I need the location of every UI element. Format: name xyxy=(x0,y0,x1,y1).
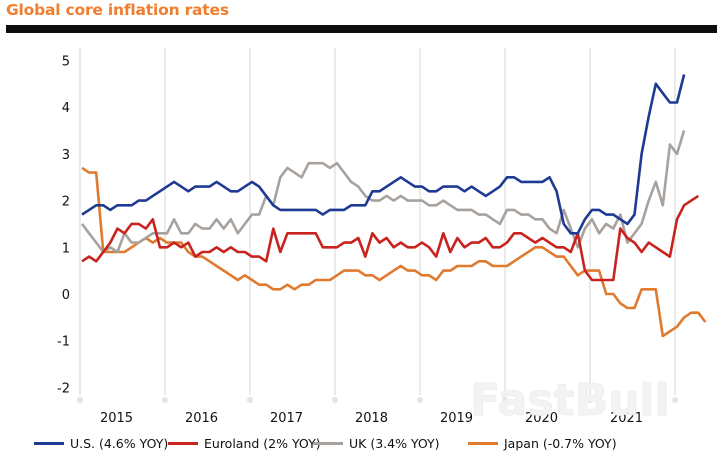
series-line xyxy=(80,130,686,254)
gridline-dot xyxy=(77,397,83,403)
legend-label: UK (3.4% YOY) xyxy=(349,436,440,451)
y-tick-label: 4 xyxy=(62,101,70,116)
x-tick-label: 2017 xyxy=(270,411,303,426)
legend-swatch xyxy=(468,442,498,445)
x-tick-label: 2021 xyxy=(610,411,643,426)
series-lines xyxy=(80,74,707,338)
y-tick-label: -1 xyxy=(57,335,70,350)
series-line xyxy=(81,166,707,338)
gridline-dot xyxy=(587,397,593,403)
gridline-dot xyxy=(247,397,253,403)
y-tick-label: -2 xyxy=(57,381,70,396)
legend-swatch xyxy=(168,442,198,445)
y-tick-label: 5 xyxy=(62,55,70,70)
y-tick-label: 2 xyxy=(62,195,70,210)
gridline-dot xyxy=(672,397,678,403)
legend-swatch xyxy=(313,442,343,445)
y-axis-ticks: 5 4 3 2 1 0 -1 -2 xyxy=(57,55,70,397)
y-tick-label: 0 xyxy=(62,288,70,303)
legend-item: Euroland (2% YOY) xyxy=(168,436,321,451)
legend-swatch xyxy=(34,442,64,445)
x-tick-label: 2019 xyxy=(440,411,473,426)
y-tick-label: 3 xyxy=(62,148,70,163)
gridline-dot xyxy=(332,397,338,403)
gridline-dot xyxy=(162,397,168,403)
legend-item: Japan (-0.7% YOY) xyxy=(468,436,617,451)
legend-label: U.S. (4.6% YOY) xyxy=(70,436,169,451)
x-axis-ticks: 2015 2016 2017 2018 2019 2020 2021 xyxy=(100,411,643,426)
x-tick-label: 2020 xyxy=(525,411,558,426)
x-tick-label: 2018 xyxy=(355,411,388,426)
legend-label: Euroland (2% YOY) xyxy=(204,436,321,451)
gridline-dot xyxy=(417,397,423,403)
grid-lines xyxy=(77,48,678,403)
y-tick-label: 1 xyxy=(62,241,70,256)
title-rule xyxy=(6,25,717,33)
series-line xyxy=(81,194,700,282)
legend-label: Japan (-0.7% YOY) xyxy=(504,436,617,451)
watermark: FastBull xyxy=(470,375,669,426)
legend-item: UK (3.4% YOY) xyxy=(313,436,440,451)
chart-title: Global core inflation rates xyxy=(6,1,229,19)
x-tick-label: 2015 xyxy=(100,411,133,426)
series-line xyxy=(81,74,686,235)
legend-item: U.S. (4.6% YOY) xyxy=(34,436,168,451)
gridline-dot xyxy=(502,397,508,403)
x-tick-label: 2016 xyxy=(185,411,218,426)
legend: U.S. (4.6% YOY) Euroland (2% YOY) UK (3.4%… xyxy=(0,436,717,456)
